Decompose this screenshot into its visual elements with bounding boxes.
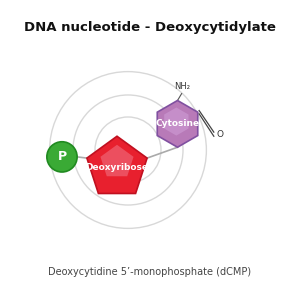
Text: NH₂: NH₂ <box>174 82 190 91</box>
Text: Cytosine: Cytosine <box>155 119 200 128</box>
Polygon shape <box>100 145 134 176</box>
Text: Deoxycytidine 5’-monophosphate (dCMP): Deoxycytidine 5’-monophosphate (dCMP) <box>48 266 252 277</box>
Text: P: P <box>57 150 67 164</box>
Text: Deoxyribose: Deoxyribose <box>85 164 148 172</box>
Text: O: O <box>216 130 223 139</box>
Polygon shape <box>87 136 147 194</box>
Circle shape <box>47 142 77 172</box>
Text: DNA nucleotide - Deoxycytidylate: DNA nucleotide - Deoxycytidylate <box>24 21 276 34</box>
Polygon shape <box>157 100 198 147</box>
Polygon shape <box>164 107 188 136</box>
